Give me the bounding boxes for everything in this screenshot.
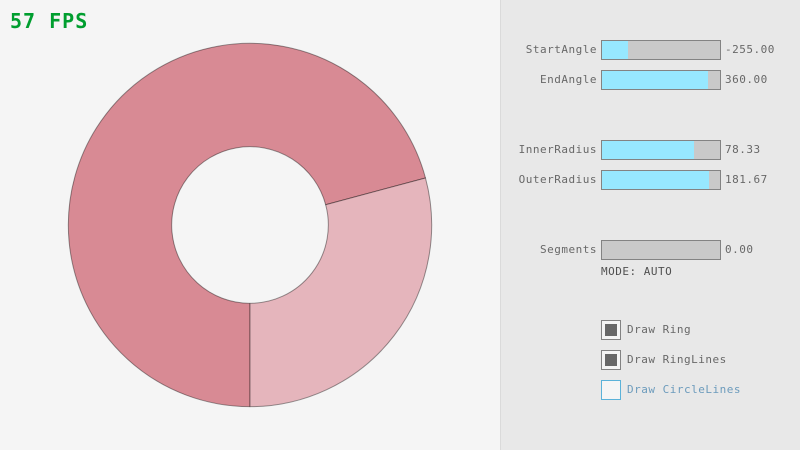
checkbox-label-draw-circlelines: Draw CircleLines xyxy=(627,383,741,396)
slider-value-outerradius: 181.67 xyxy=(725,173,768,186)
slider-fill-outerradius xyxy=(602,171,710,189)
slider-innerradius[interactable] xyxy=(601,140,721,160)
slider-fill-innerradius xyxy=(602,141,695,159)
checkbox-draw-ringlines[interactable] xyxy=(601,350,621,370)
slider-fill-startangle xyxy=(602,41,628,59)
slider-label-startangle: StartAngle xyxy=(525,43,597,56)
checkbox-label-draw-ring: Draw Ring xyxy=(627,323,692,336)
checkbox-draw-ring[interactable] xyxy=(601,320,621,340)
slider-label-segments: Segments xyxy=(540,243,597,256)
slider-startangle[interactable] xyxy=(601,40,721,60)
slider-fill-endangle xyxy=(602,71,709,89)
slider-label-innerradius: InnerRadius xyxy=(518,143,597,156)
slider-label-endangle: EndAngle xyxy=(540,73,597,86)
checkbox-label-draw-ringlines: Draw RingLines xyxy=(627,353,727,366)
check-mark-icon xyxy=(605,324,617,336)
slider-segments[interactable] xyxy=(601,240,721,260)
slider-value-innerradius: 78.33 xyxy=(725,143,761,156)
slider-label-outerradius: OuterRadius xyxy=(518,173,597,186)
slider-value-segments: 0.00 xyxy=(725,243,754,256)
slider-endangle[interactable] xyxy=(601,70,721,90)
ring-sector-dark xyxy=(67,42,427,408)
controls-panel: StartAngle -255.00 EndAngle 360.00 Inner… xyxy=(500,0,800,450)
mode-label: MODE: AUTO xyxy=(601,265,673,278)
slider-outerradius[interactable] xyxy=(601,170,721,190)
check-mark-icon xyxy=(605,354,617,366)
fps-counter: 57 FPS xyxy=(10,9,89,33)
slider-value-endangle: 360.00 xyxy=(725,73,768,86)
checkbox-draw-circlelines[interactable] xyxy=(601,380,621,400)
slider-value-startangle: -255.00 xyxy=(725,43,775,56)
ring-sector-light xyxy=(249,177,433,408)
